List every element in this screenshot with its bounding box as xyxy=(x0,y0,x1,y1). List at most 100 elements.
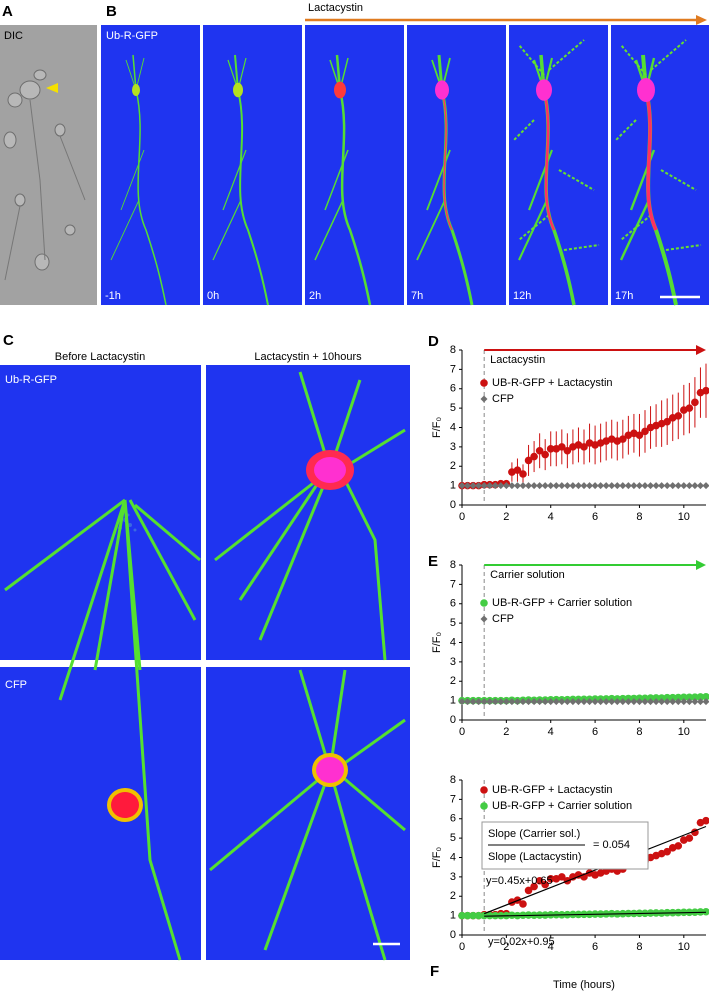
fit-label: y=0.45x+0.65 xyxy=(486,875,553,887)
legend-marker xyxy=(480,599,488,607)
x-tick-label: 10 xyxy=(678,941,690,953)
timepoint: -1h xyxy=(105,290,121,302)
fit-label: y=0.02x+0.95 xyxy=(488,936,555,948)
y-axis-label: F/F₀ xyxy=(431,847,443,868)
point xyxy=(691,482,699,490)
point xyxy=(702,386,709,395)
point xyxy=(558,443,566,451)
y-tick-label: 5 xyxy=(450,402,456,414)
legend-marker xyxy=(480,395,488,403)
timepoint: 2h xyxy=(309,290,321,302)
point xyxy=(663,482,671,490)
panel-label: B xyxy=(106,3,117,20)
point xyxy=(519,698,527,706)
point xyxy=(536,698,544,706)
point xyxy=(702,698,709,706)
point xyxy=(685,698,693,706)
point xyxy=(569,482,577,490)
y-tick-label: 1 xyxy=(450,480,456,492)
point xyxy=(491,698,499,706)
point xyxy=(630,482,638,490)
point xyxy=(519,470,527,478)
point xyxy=(624,698,632,706)
point xyxy=(674,698,682,706)
point xyxy=(608,482,616,490)
point xyxy=(546,445,555,453)
x-tick-label: 6 xyxy=(592,726,598,738)
frame xyxy=(203,25,302,305)
treatment-label: Lactacystin xyxy=(490,354,545,366)
point xyxy=(502,698,510,706)
point xyxy=(624,482,632,490)
y-tick-label: 4 xyxy=(450,636,456,648)
y-tick-label: 4 xyxy=(450,851,456,863)
point xyxy=(513,466,522,474)
x-tick-label: 4 xyxy=(548,726,554,738)
legend-label: UB-R-GFP + Carrier solution xyxy=(492,800,632,812)
branches xyxy=(513,39,600,251)
x-tick-label: 8 xyxy=(636,941,642,953)
point xyxy=(635,482,643,490)
point xyxy=(469,911,477,920)
y-tick-label: 3 xyxy=(450,871,456,883)
soma xyxy=(233,82,243,98)
point xyxy=(474,911,483,920)
panel-label: C xyxy=(3,332,14,349)
point xyxy=(497,698,505,706)
y-tick-label: 6 xyxy=(450,383,456,395)
point xyxy=(652,694,660,702)
timepoint: 0h xyxy=(207,290,219,302)
point xyxy=(541,482,549,490)
frame xyxy=(101,25,200,305)
point xyxy=(552,698,560,706)
point xyxy=(535,876,544,885)
y-tick-label: 7 xyxy=(450,793,456,805)
point xyxy=(486,698,494,706)
legend-label: UB-R-GFP + Lactacystin xyxy=(492,784,613,796)
timepoint: 12h xyxy=(513,290,531,302)
y-tick-label: 5 xyxy=(450,617,456,629)
point xyxy=(558,482,566,490)
point xyxy=(619,482,627,490)
point xyxy=(486,482,494,490)
point xyxy=(674,842,683,850)
point xyxy=(641,698,649,706)
y-tick-label: 8 xyxy=(450,559,456,571)
point xyxy=(530,452,538,461)
point xyxy=(586,482,594,490)
point xyxy=(685,834,694,842)
y-tick-label: 1 xyxy=(450,695,456,707)
x-tick-label: 10 xyxy=(678,726,690,738)
y-tick-label: 2 xyxy=(450,675,456,687)
point xyxy=(658,482,666,490)
ratio-denominator: Slope (Lactacystin) xyxy=(488,851,582,863)
point xyxy=(525,698,533,706)
y-tick-label: 8 xyxy=(450,774,456,786)
y-tick-label: 7 xyxy=(450,578,456,590)
point xyxy=(458,698,466,706)
point xyxy=(702,692,709,701)
timepoint: 7h xyxy=(411,290,423,302)
point xyxy=(541,698,549,706)
point xyxy=(547,698,555,706)
point xyxy=(480,482,488,490)
treatment-arrowhead xyxy=(696,345,706,355)
point xyxy=(563,446,572,455)
neurite xyxy=(335,54,372,306)
point xyxy=(669,482,677,490)
dic-cells xyxy=(3,69,86,281)
micrographs xyxy=(0,365,410,961)
point xyxy=(602,698,610,706)
y-tick-label: 0 xyxy=(450,499,456,511)
time-lapse: -1h 0h 2h 7h 12h 17h Ub-R-GFP xyxy=(101,25,709,306)
point xyxy=(591,698,599,706)
point xyxy=(658,698,666,706)
y-tick-label: 6 xyxy=(450,598,456,610)
legend-marker xyxy=(480,379,488,387)
point xyxy=(663,693,671,702)
y-tick-label: 0 xyxy=(450,929,456,941)
point xyxy=(641,427,649,436)
x-tick-label: 0 xyxy=(459,726,465,738)
point xyxy=(652,698,660,706)
x-axis-label: Time (hours) xyxy=(553,979,615,991)
